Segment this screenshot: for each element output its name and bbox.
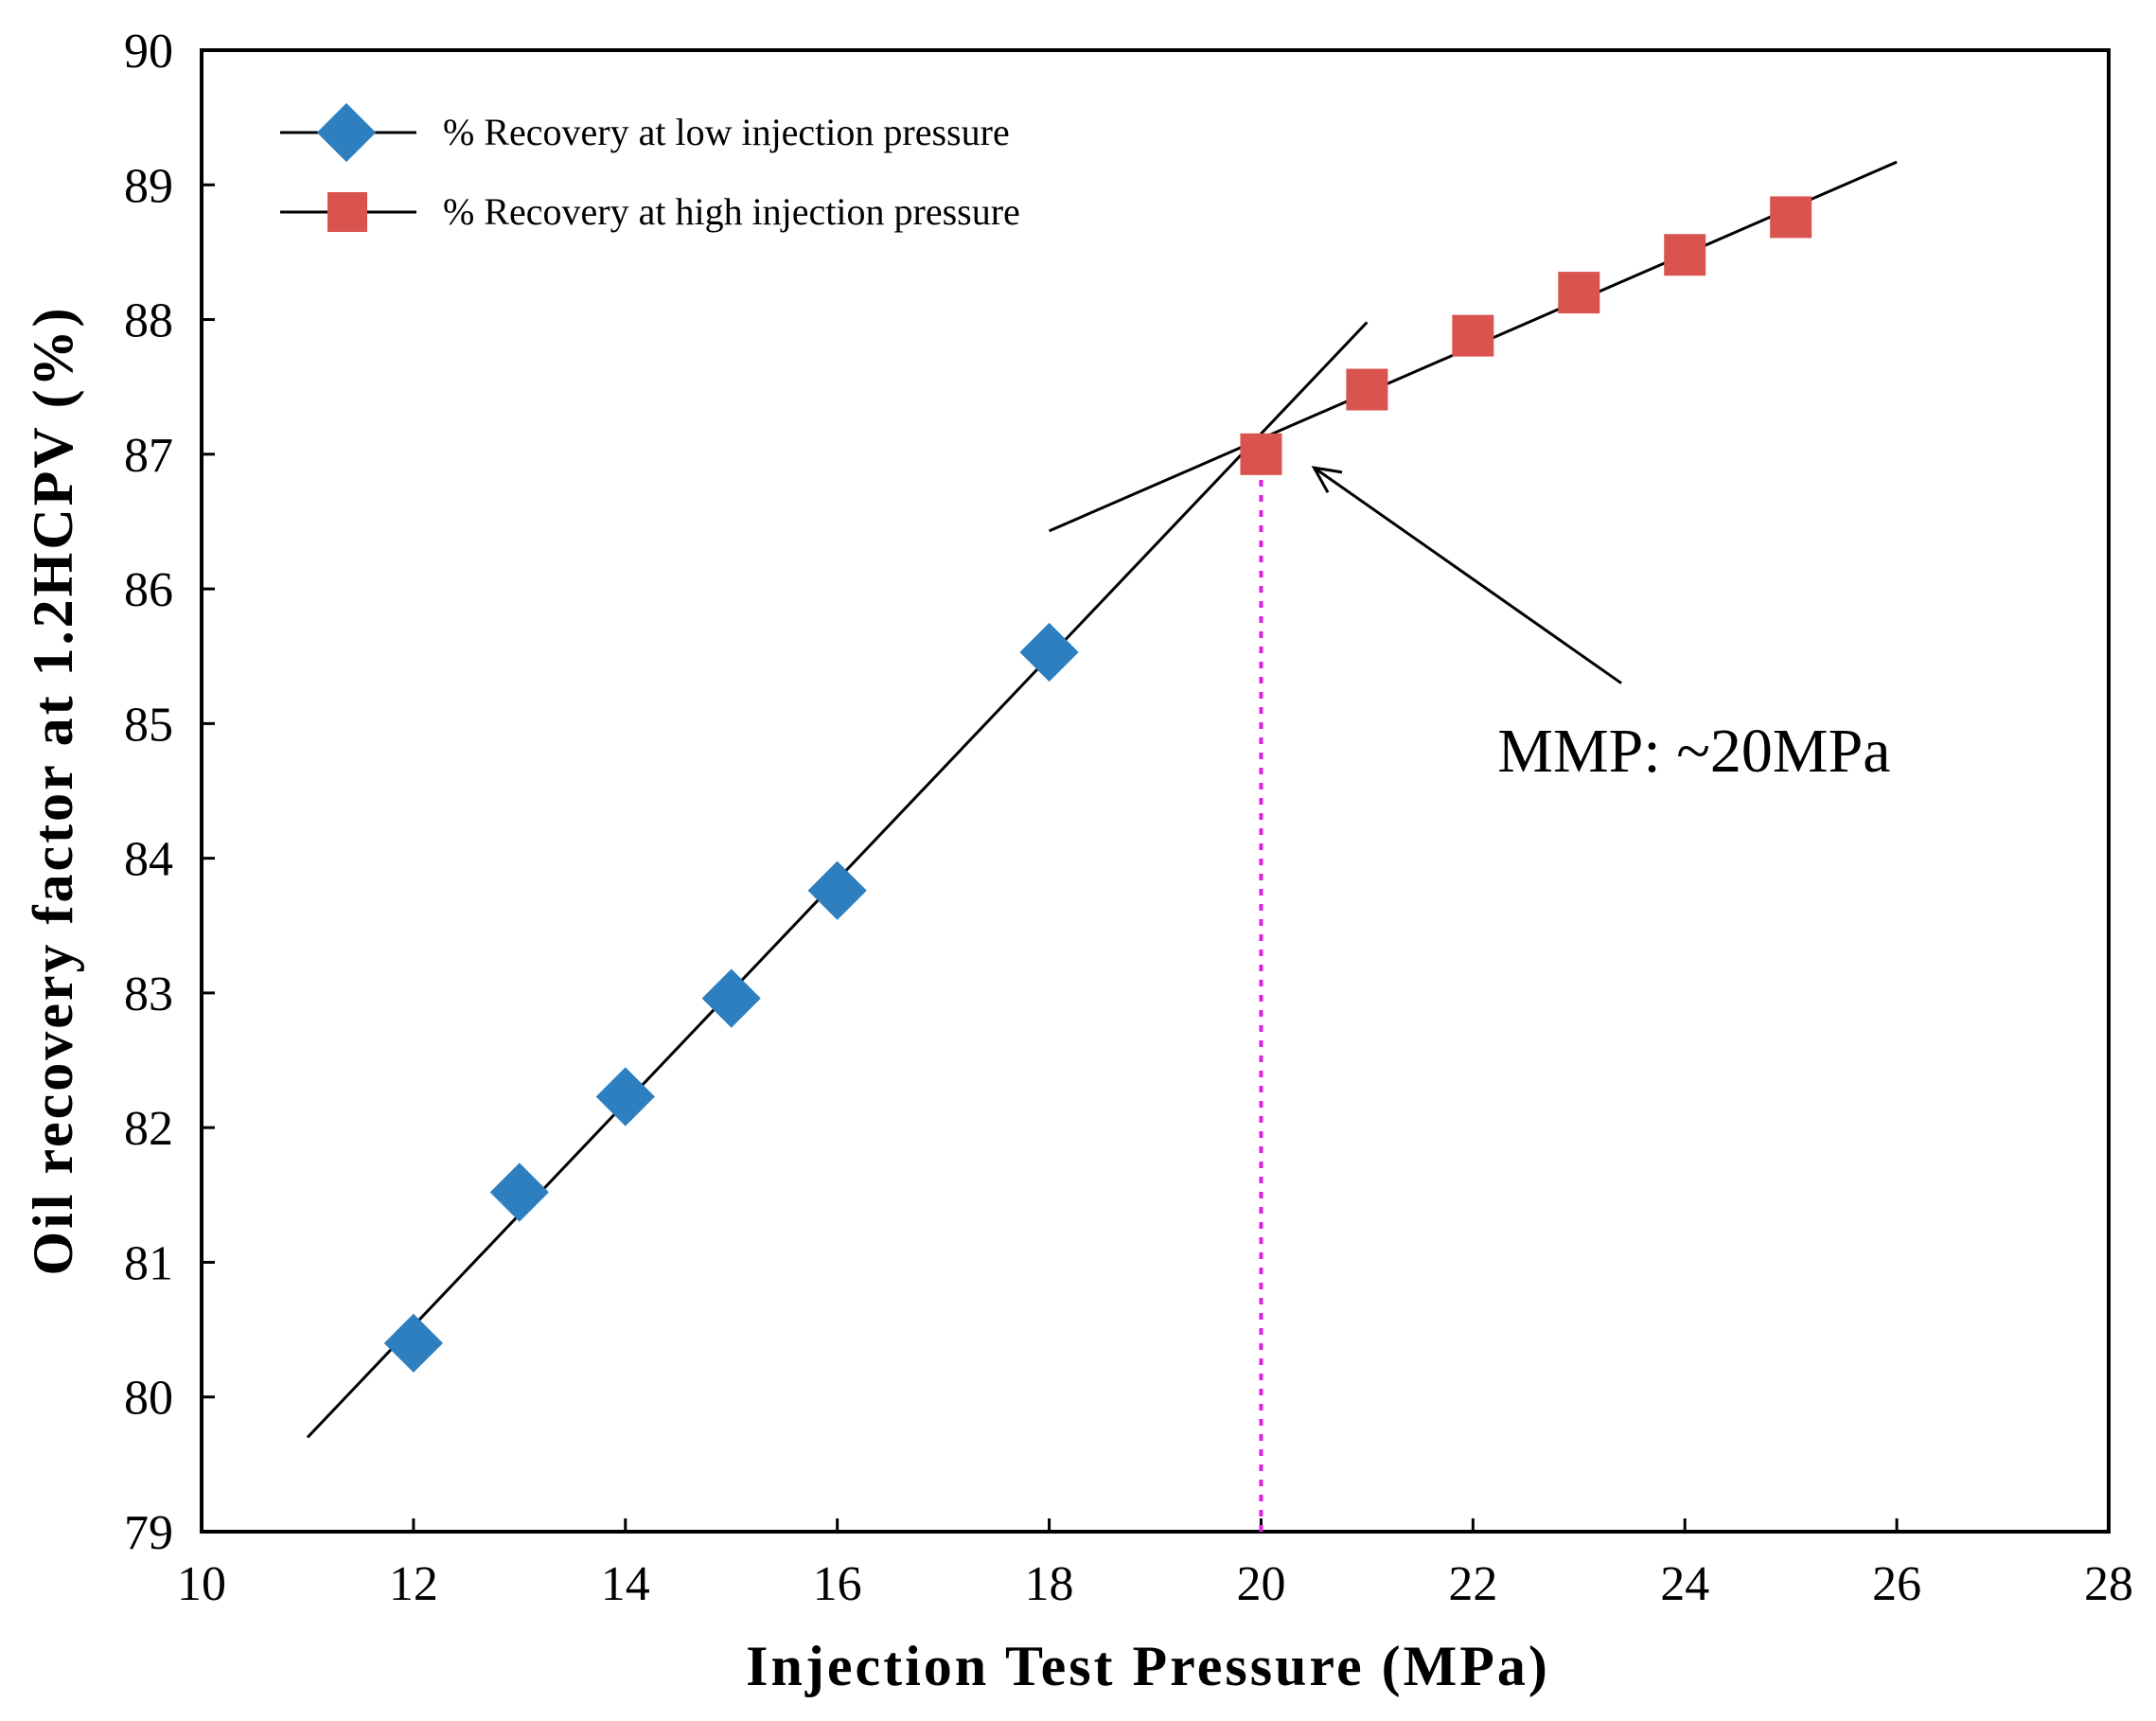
y-tick-label: 87 — [124, 429, 173, 483]
high-pressure-point — [1240, 433, 1282, 475]
x-tick-label: 20 — [1236, 1557, 1285, 1611]
low-pressure-point — [807, 860, 867, 920]
y-tick-label: 79 — [124, 1506, 173, 1560]
legend-label-low: % Recovery at low injection pressure — [443, 111, 1010, 153]
mmp-arrow — [1313, 466, 1622, 684]
high-pressure-point — [1558, 272, 1600, 314]
low-pressure-point — [1019, 622, 1079, 683]
y-tick-label: 90 — [124, 25, 173, 79]
legend-label-high: % Recovery at high injection pressure — [443, 190, 1020, 233]
x-tick-label: 22 — [1448, 1557, 1497, 1611]
y-axis-ticks: 79 80 81 82 83 84 85 86 87 88 89 90 — [124, 25, 215, 1560]
low-pressure-point — [383, 1313, 444, 1373]
x-tick-label: 18 — [1025, 1557, 1074, 1611]
y-tick-label: 81 — [124, 1236, 173, 1290]
legend: % Recovery at low injection pressure % R… — [280, 102, 1020, 233]
x-tick-label: 28 — [2084, 1557, 2133, 1611]
mmp-label: MMP: ~20MPa — [1497, 717, 1890, 786]
y-tick-label: 82 — [124, 1102, 173, 1156]
x-tick-label: 12 — [389, 1557, 438, 1611]
high-pressure-point — [1452, 314, 1494, 357]
x-tick-label: 26 — [1872, 1557, 1921, 1611]
high-pressure-point — [1664, 234, 1706, 276]
y-tick-label: 80 — [124, 1372, 173, 1426]
plot-frame — [200, 48, 2111, 1534]
x-tick-label: 16 — [813, 1557, 862, 1611]
y-tick-label: 84 — [124, 833, 173, 887]
legend-marker-high — [327, 192, 367, 232]
y-tick-label: 89 — [124, 159, 173, 213]
mmp-annotation: MMP: ~20MPa — [1311, 466, 1891, 786]
low-pressure-point — [595, 1067, 655, 1127]
x-tick-label: 24 — [1660, 1557, 1709, 1611]
trend-lines — [306, 160, 1898, 1439]
y-tick-label: 88 — [124, 294, 173, 348]
y-tick-label: 86 — [124, 563, 173, 617]
low-pressure-point — [489, 1162, 549, 1222]
high-pressure-point — [1770, 196, 1812, 239]
x-tick-label: 10 — [177, 1557, 226, 1611]
x-axis-title: Injection Test Pressure (MPa) — [746, 1635, 1550, 1697]
y-tick-label: 83 — [124, 967, 173, 1021]
high-pressure-point — [1346, 368, 1388, 411]
mmp-arrowhead — [1311, 466, 1343, 493]
y-tick-label: 85 — [124, 698, 173, 752]
low-pressure-point — [701, 968, 761, 1028]
x-tick-label: 14 — [601, 1557, 650, 1611]
legend-marker-low — [316, 102, 377, 163]
x-axis-ticks: 10 12 14 16 18 20 22 24 26 28 — [177, 1518, 2133, 1611]
y-axis-title: Oil recovery factor at 1.2HCPV (%) — [22, 305, 84, 1275]
